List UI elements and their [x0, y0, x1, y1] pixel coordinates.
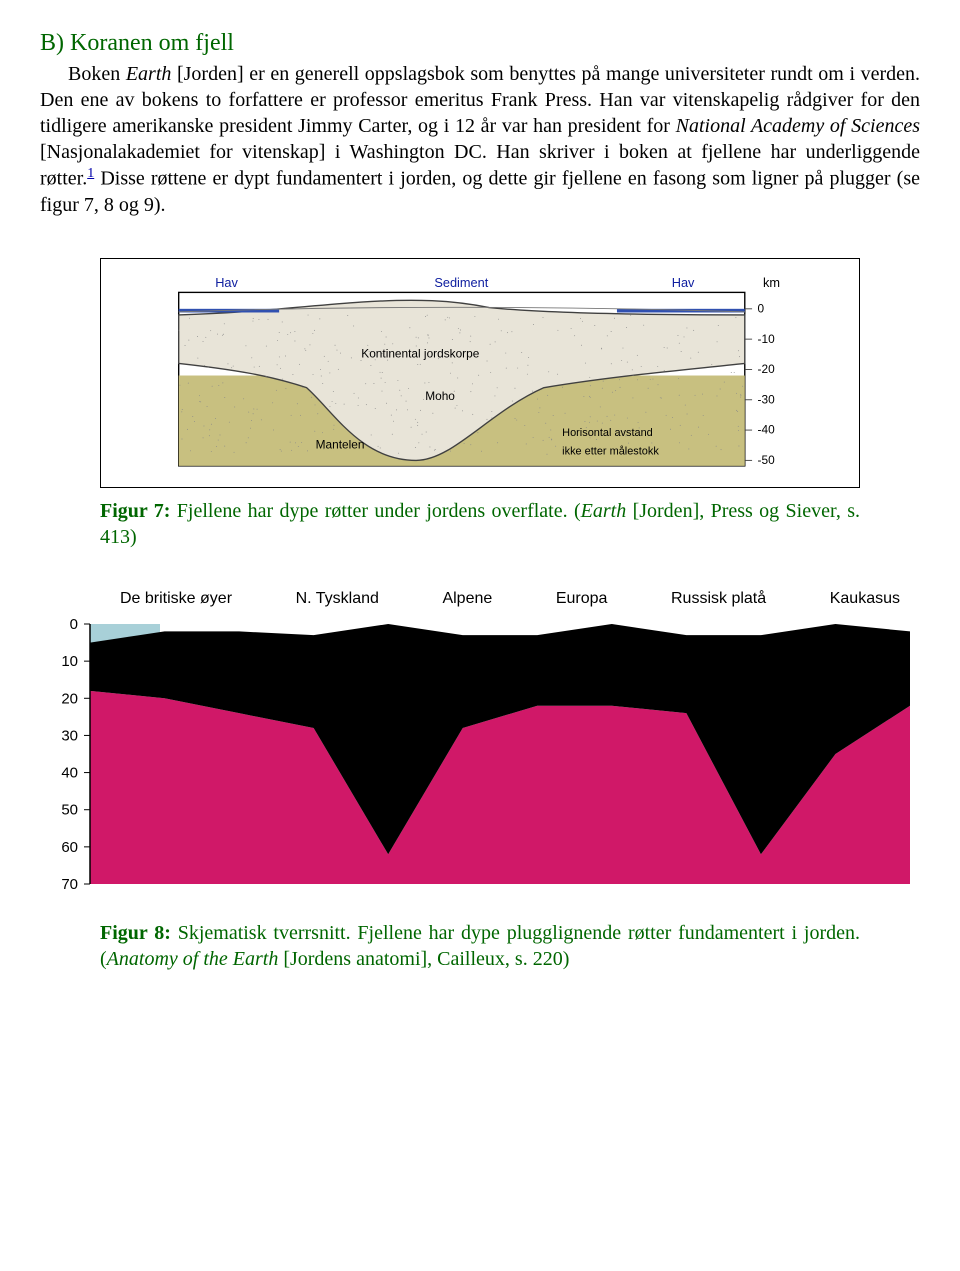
svg-text:50: 50: [61, 801, 78, 818]
figure-8-diagram: 0 10 20 30 40 50 60 70: [40, 614, 920, 894]
svg-text:-10: -10: [758, 331, 776, 345]
svg-text:-20: -20: [758, 362, 776, 376]
caption8-italic: Anatomy of the Earth: [107, 948, 279, 970]
svg-text:0: 0: [758, 301, 765, 315]
para-t7: Disse røttene er dypt fundamentert i jor…: [40, 168, 920, 216]
svg-text:20: 20: [61, 690, 78, 707]
svg-text:-40: -40: [758, 422, 776, 436]
caption7-italic: Earth: [581, 500, 627, 522]
region-label: De britiske øyer: [120, 590, 232, 608]
svg-text:0: 0: [70, 616, 78, 633]
caption8-t2: [Jordens anatomi], Cailleux, s. 220): [278, 948, 569, 970]
figure-7-diagram: Hav Sediment Hav km Kontinental jordskorpe Mo…: [107, 265, 853, 475]
svg-text:10: 10: [61, 653, 78, 670]
figure-8-caption-block: Figur 8: Skjematisk tverrsnitt. Fjellene…: [100, 920, 860, 972]
caption7-t1: Fjellene har dype røtter under jordens o…: [170, 500, 580, 522]
svg-text:Hav: Hav: [672, 275, 695, 290]
svg-text:40: 40: [61, 764, 78, 781]
figure-8-caption: Figur 8: Skjematisk tverrsnitt. Fjellene…: [100, 920, 860, 972]
svg-text:-30: -30: [758, 392, 776, 406]
svg-text:Kontinental jordskorpe: Kontinental jordskorpe: [361, 346, 479, 360]
figure-7-caption: Figur 7: Fjellene har dype røtter under …: [100, 498, 860, 550]
svg-text:Mantelen: Mantelen: [316, 437, 365, 451]
svg-text:km: km: [763, 275, 780, 290]
svg-text:30: 30: [61, 727, 78, 744]
svg-text:70: 70: [61, 876, 78, 893]
region-label: N. Tyskland: [296, 590, 379, 608]
svg-text:Sediment: Sediment: [434, 275, 488, 290]
region-label: Alpene: [442, 590, 492, 608]
region-label: Kaukasus: [830, 590, 900, 608]
para-italic-2: National Academy of Sciences: [676, 115, 920, 137]
figure-8-block: De britiske øyer N. Tyskland Alpene Europa R…: [40, 590, 920, 900]
svg-text:ikke etter målestokk: ikke etter målestokk: [562, 445, 659, 457]
para-t1: Boken: [68, 63, 126, 85]
svg-text:Horisontal avstand: Horisontal avstand: [562, 427, 653, 439]
section-heading: B) Koranen om fjell: [40, 30, 920, 57]
svg-text:60: 60: [61, 839, 78, 856]
figure-7-frame: Hav Sediment Hav km Kontinental jordskorpe Mo…: [100, 258, 860, 488]
figure-7-block: Hav Sediment Hav km Kontinental jordskorpe Mo…: [100, 258, 860, 550]
caption7-bold: Figur 7:: [100, 500, 170, 522]
para-italic-1: Earth: [126, 63, 172, 85]
svg-text:Moho: Moho: [425, 388, 455, 402]
region-label: Europa: [556, 590, 608, 608]
svg-text:-50: -50: [758, 453, 776, 467]
body-paragraph: Boken Earth [Jorden] er en generell opps…: [40, 61, 920, 218]
figure-8-region-labels: De britiske øyer N. Tyskland Alpene Europa R…: [40, 590, 920, 614]
region-label: Russisk platå: [671, 590, 766, 608]
svg-text:Hav: Hav: [215, 275, 238, 290]
caption8-bold: Figur 8:: [100, 922, 171, 944]
